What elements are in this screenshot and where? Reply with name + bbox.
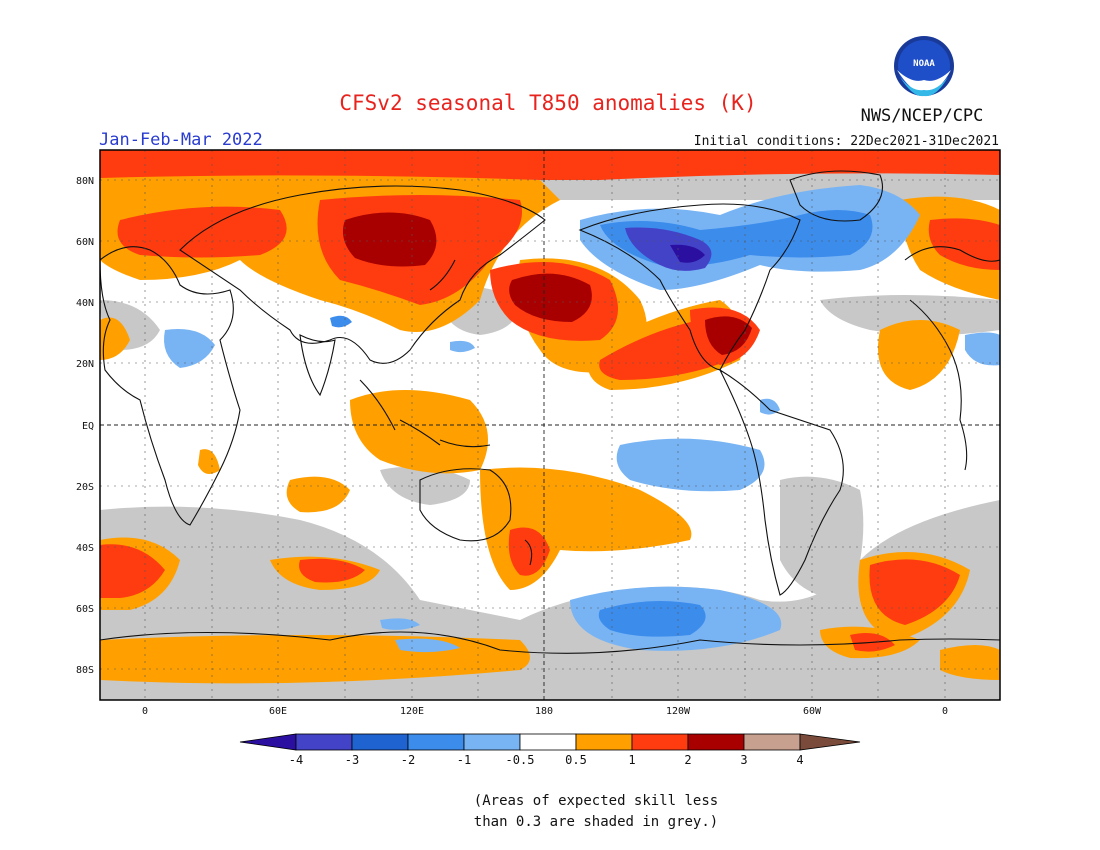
colorbar-max-arrow [799, 733, 861, 751]
lat-label: 80S [76, 665, 94, 676]
colorbar-label: 4 [796, 753, 803, 767]
skill-note-line1: (Areas of expected skill less [474, 793, 718, 809]
colorbar-label: -4 [289, 753, 303, 767]
lat-label: 20S [76, 482, 94, 493]
initial-conditions: Initial conditions: 22Dec2021-31Dec2021 [694, 134, 999, 149]
colorbar-label: 3 [740, 753, 747, 767]
lon-label: 120W [666, 706, 691, 717]
noaa-logo: NOAA [894, 36, 954, 97]
forecast-period: Jan-Feb-Mar 2022 [99, 130, 263, 150]
lat-label: 20N [76, 359, 94, 370]
coastlines [100, 170, 1000, 654]
longitude-labels: 0 60E 120E 180 120W 60W 0 [142, 706, 948, 717]
colorbar-label: -0.5 [506, 753, 535, 767]
colorbar-swatch [407, 733, 465, 751]
world-map: 80N 60N 40N 20N EQ 20S 40S 60S 80S 0 60E… [76, 149, 1001, 717]
colorbar-min-arrow [239, 733, 297, 751]
colorbar-label: -1 [457, 753, 471, 767]
colorbar-label: -2 [401, 753, 415, 767]
colorbar-swatch [295, 733, 353, 751]
lon-label: 60E [269, 706, 287, 717]
colorbar-swatch [743, 733, 801, 751]
colorbar-swatch [463, 733, 521, 751]
anomaly-2-to-3 [342, 212, 752, 355]
lat-label: 60S [76, 604, 94, 615]
map-frame [99, 149, 1001, 701]
lon-label: 0 [142, 706, 148, 717]
colorbar: -4 -3 -2 -1 -0.5 0.5 1 2 3 4 [239, 733, 861, 767]
lon-label: 120E [400, 706, 424, 717]
lon-label: 0 [942, 706, 948, 717]
lon-label: 60W [803, 706, 822, 717]
figure-title: CFSv2 seasonal T850 anomalies (K) [339, 91, 756, 115]
lat-label: EQ [82, 421, 94, 432]
colorbar-swatch [519, 733, 577, 751]
lat-label: 40S [76, 543, 94, 554]
anomaly-minus3-to-minus2 [625, 227, 712, 271]
skill-note-line2: than 0.3 are shaded in grey.) [474, 814, 718, 830]
colorbar-label: 1 [628, 753, 635, 767]
anomaly-shading [100, 150, 1000, 700]
colorbar-swatch [687, 733, 745, 751]
colorbar-label: 2 [684, 753, 691, 767]
latitude-labels: 80N 60N 40N 20N EQ 20S 40S 60S 80S [76, 176, 94, 676]
colorbar-swatch [631, 733, 689, 751]
colorbar-label: -3 [345, 753, 359, 767]
agency-label: NWS/NCEP/CPC [861, 106, 984, 126]
lat-label: 80N [76, 176, 94, 187]
lon-label: 180 [535, 706, 553, 717]
colorbar-label: 0.5 [565, 753, 587, 767]
lat-label: 60N [76, 237, 94, 248]
colorbar-swatch [575, 733, 633, 751]
noaa-logo-text: NOAA [913, 59, 935, 69]
colorbar-swatch [351, 733, 409, 751]
lat-label: 40N [76, 298, 94, 309]
